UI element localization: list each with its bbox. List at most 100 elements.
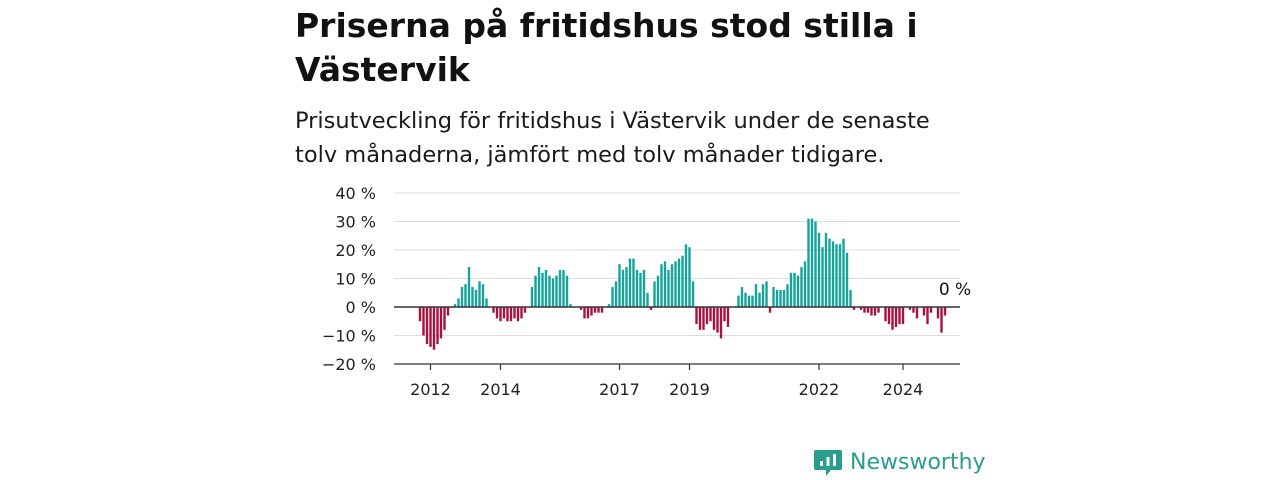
bar: [814, 221, 817, 307]
y-tick-label: 10 %: [335, 270, 376, 289]
bar: [544, 269, 548, 307]
chart-subtitle: Prisutveckling för fritidshus i Västervi…: [295, 108, 930, 168]
bar: [835, 244, 838, 307]
bar: [579, 307, 583, 310]
bar: [824, 232, 828, 307]
bar: [446, 307, 450, 316]
bar: [492, 307, 495, 313]
bar: [684, 244, 688, 307]
bar: [670, 264, 674, 307]
latest-value-annotation: 0 %: [939, 280, 971, 300]
bar: [936, 307, 940, 319]
bar: [642, 269, 646, 307]
bar: [418, 307, 422, 322]
bar: [464, 284, 467, 307]
x-tick-label: 2022: [799, 380, 840, 399]
bar: [534, 275, 537, 307]
bar: [912, 307, 915, 313]
bar: [926, 307, 929, 325]
bar: [653, 281, 656, 307]
y-tick-label: 40 %: [335, 184, 376, 203]
bar: [593, 307, 597, 313]
bar: [607, 304, 611, 307]
bar: [884, 307, 887, 322]
bar: [537, 267, 541, 307]
x-tick-label: 2017: [599, 380, 640, 399]
bar: [425, 307, 429, 345]
bar: [922, 307, 926, 316]
bar: [422, 307, 425, 336]
bar: [807, 218, 810, 307]
x-tick-label: 2012: [410, 380, 451, 399]
bar: [621, 269, 625, 307]
bar: [845, 252, 849, 307]
bar: [628, 258, 632, 307]
bar: [639, 272, 642, 307]
bar: [429, 307, 432, 347]
bar: [782, 289, 786, 307]
bar: [677, 258, 681, 307]
bar: [635, 269, 639, 307]
bar: [768, 307, 772, 313]
bar: [786, 284, 789, 307]
bar: [737, 295, 740, 307]
bar: [691, 281, 695, 307]
bar: [698, 307, 702, 330]
bar: [702, 307, 705, 330]
bar: [873, 307, 877, 316]
bar: [600, 307, 604, 313]
bar: [723, 307, 726, 322]
bar: [436, 307, 439, 345]
bar: [705, 307, 709, 325]
bar: [866, 307, 870, 313]
bar: [509, 307, 513, 322]
bar: [810, 218, 814, 307]
bar: [898, 307, 901, 325]
y-tick-label: −10 %: [322, 327, 376, 346]
bar: [894, 307, 898, 327]
bar: [838, 244, 842, 307]
bar: [800, 267, 803, 307]
bar: [887, 307, 891, 325]
bar: [555, 275, 558, 307]
bar: [611, 287, 614, 307]
bar: [681, 255, 684, 307]
bar: [929, 307, 933, 313]
bar: [709, 307, 712, 322]
bar: [695, 307, 698, 325]
y-tick-label: 20 %: [335, 241, 376, 260]
bar: [646, 292, 649, 307]
bar: [803, 261, 807, 307]
bar: [520, 307, 523, 319]
bar: [859, 307, 863, 310]
y-tick-label: −20 %: [322, 355, 376, 374]
bar: [495, 307, 499, 319]
newsworthy-logo-icon: [814, 450, 842, 476]
bar: [744, 292, 747, 307]
bar: [625, 267, 628, 307]
bar: [460, 287, 464, 307]
bar: [740, 287, 744, 307]
bar: [719, 307, 723, 339]
bar: [558, 269, 562, 307]
bar: [530, 287, 534, 307]
bar: [506, 307, 509, 322]
newsworthy-logo-text: Newsworthy: [850, 449, 986, 475]
bar: [821, 247, 824, 307]
bar: [471, 287, 474, 307]
bar: [817, 232, 821, 307]
bar: [891, 307, 894, 330]
bar: [775, 289, 779, 307]
bar: [747, 295, 751, 307]
bar: [541, 272, 544, 307]
bar: [772, 287, 775, 307]
bar: [716, 307, 719, 333]
bar: [656, 275, 660, 307]
bar: [481, 284, 485, 307]
bar: [667, 269, 670, 307]
bar: [478, 281, 481, 307]
bar: [943, 307, 947, 316]
bar: [453, 304, 457, 307]
bar: [831, 241, 835, 307]
